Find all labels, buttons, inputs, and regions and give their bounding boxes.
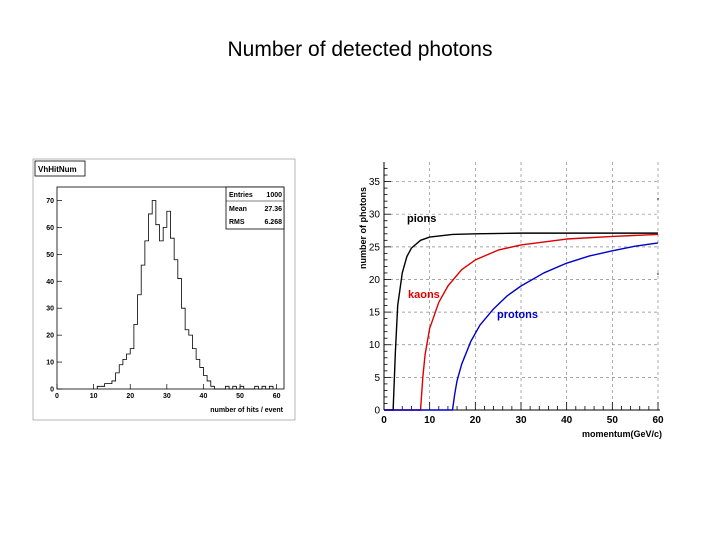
hist-x-tick-label: 60 [273, 393, 281, 400]
curve-y-axis: 0 5 10 15 20 25 30 35 [369, 168, 391, 417]
hist-x-tick-label: 50 [236, 393, 244, 400]
hist-x-tick-label: 20 [126, 393, 134, 400]
histogram-x-label: number of hits / event [210, 407, 283, 414]
curve-y-tick-label: 30 [369, 210, 381, 221]
series-protons [383, 242, 659, 411]
histogram-frame [56, 186, 285, 390]
curve-y-tick-label: 35 [369, 177, 381, 188]
hist-x-tick-label: 30 [163, 393, 171, 400]
curve-x-tick-label: 0 [381, 415, 387, 426]
hist-y-tick-label: 50 [46, 252, 54, 259]
series-line-protons [384, 242, 659, 411]
hist-x-tick-label: 40 [200, 393, 208, 400]
curve-x-tick-label: 30 [515, 415, 527, 426]
hist-y-tick-label: 20 [46, 333, 54, 340]
stats-box: Entries 1000 Mean 27.36 RMS 6.268 [225, 186, 285, 230]
hist-y-tick-label: 60 [46, 225, 54, 232]
curve-x-label: momentum(GeV/c) [582, 429, 662, 439]
hist-y-tick-label: 70 [46, 198, 54, 205]
hist-y-tick-label: 40 [46, 279, 54, 286]
stats-entries-value: 1000 [266, 192, 282, 199]
curve-x-tick-label: 20 [470, 415, 482, 426]
stray-dot [657, 198, 659, 200]
series-label-protons: protons [497, 309, 538, 321]
stats-entries-label: Entries [229, 192, 253, 199]
curve-x-tick-label: 50 [607, 415, 619, 426]
curve-y-tick-label: 15 [369, 308, 381, 319]
slide-title: Number of detected photons [227, 38, 493, 61]
curve-y-tick-label: 20 [369, 275, 381, 286]
hist-x-tick-label: 10 [90, 393, 98, 400]
hist-y-tick-label: 0 [50, 387, 54, 394]
series-label-kaons: kaons [408, 289, 440, 301]
stray-dot [657, 273, 659, 275]
stats-mean-label: Mean [229, 206, 247, 213]
histogram-title-box [34, 160, 86, 177]
curve-grid [384, 162, 659, 410]
stats-mean-value: 27.36 [264, 206, 282, 213]
curve-x-tick-label: 40 [561, 415, 573, 426]
hist-y-tick-label: 30 [46, 306, 54, 313]
histogram-outline [96, 200, 274, 390]
series-line-kaons [384, 233, 659, 411]
series-pions [383, 232, 659, 411]
curve-y-tick-label: 25 [369, 242, 381, 253]
curve-y-tick-label: 10 [369, 340, 381, 351]
curve-y-tick-label: 0 [374, 406, 380, 417]
curve-x-tick-label: 10 [424, 415, 436, 426]
series-label-pions: pions [407, 213, 436, 225]
histogram-x-axis: 0 10 20 30 40 50 60 [55, 384, 281, 400]
curve-x-axis: 0 10 20 30 40 50 60 [381, 402, 664, 426]
curve-x-tick-label: 60 [652, 415, 664, 426]
hist-y-tick-label: 10 [46, 360, 54, 367]
curve-series [383, 232, 659, 411]
hist-x-tick-label: 0 [55, 393, 59, 400]
histogram-title: VhHitNum [38, 165, 77, 174]
curve-y-label: number of photons [358, 187, 368, 269]
stats-rms-value: 6.268 [264, 219, 282, 226]
curve-y-tick-label: 5 [374, 373, 380, 384]
histogram-y-axis: 0 10 20 30 40 50 60 70 [46, 198, 62, 394]
stats-rms-label: RMS [229, 219, 245, 226]
